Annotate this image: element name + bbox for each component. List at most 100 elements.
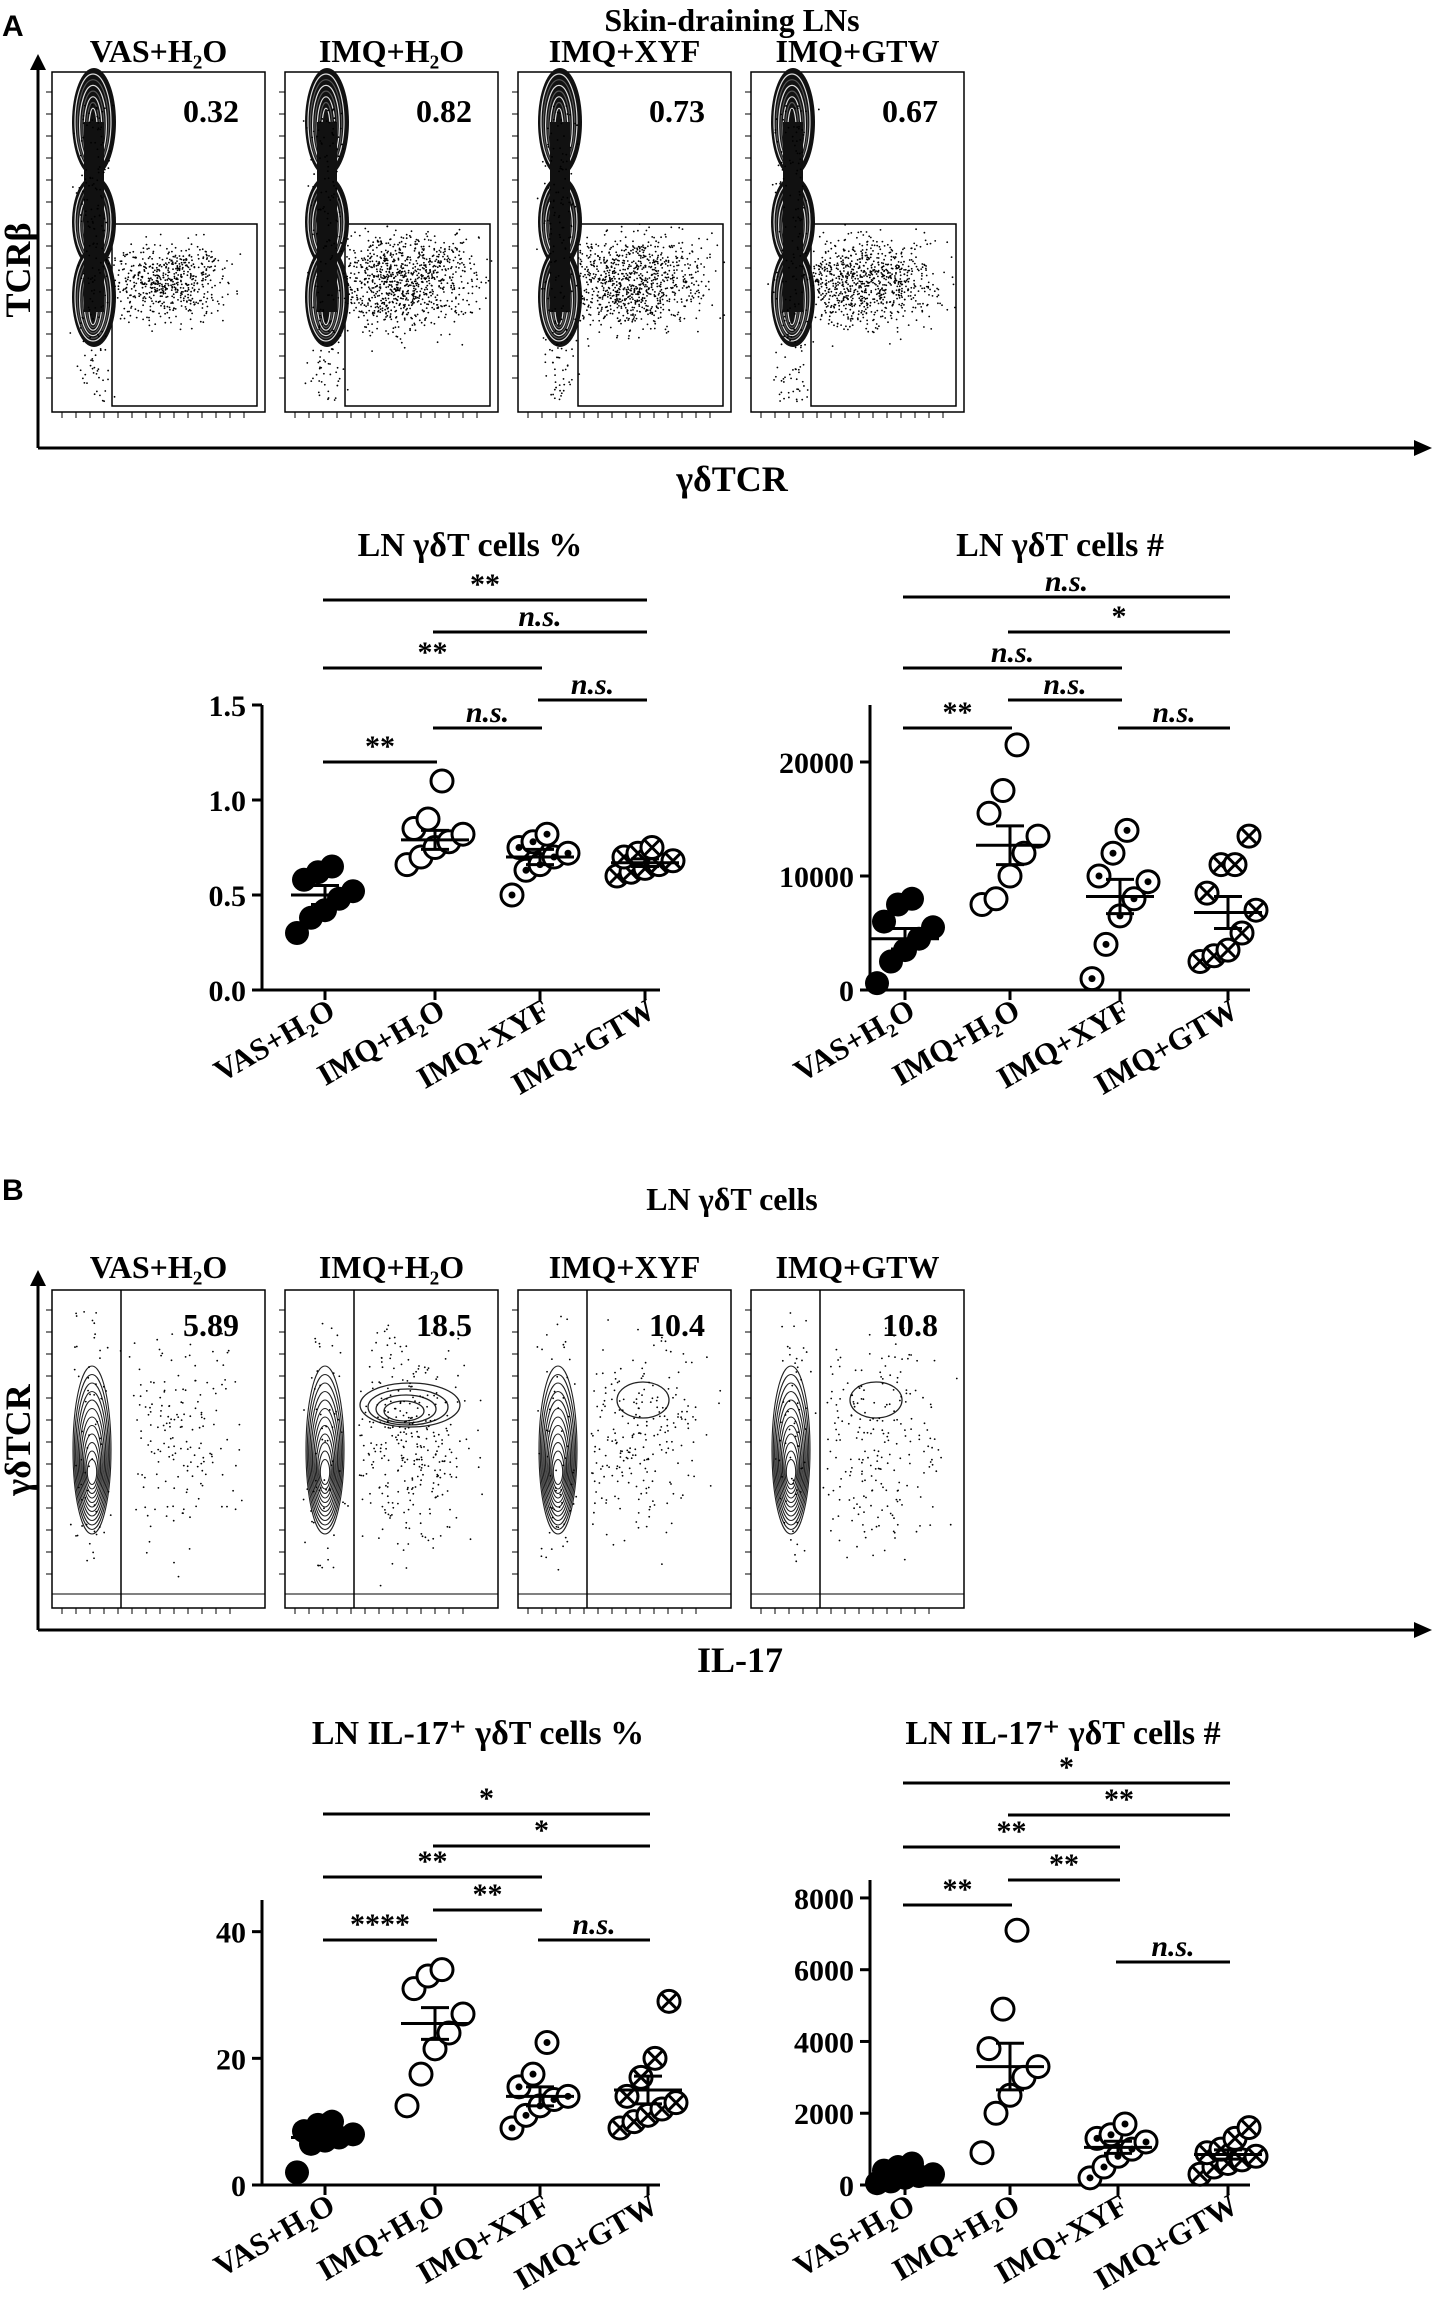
event-dot [910,286,913,289]
event-dot [670,313,673,316]
event-dot [548,1531,551,1534]
event-dot [833,274,835,277]
contour [319,1458,331,1486]
event-dot [387,1501,390,1504]
event-dot [104,294,107,297]
event-dot [393,1367,395,1370]
event-dot [321,1427,324,1430]
event-dot [884,306,887,309]
event-dot [589,254,592,256]
event-dot [379,1447,382,1450]
event-dot [428,257,431,260]
event-dot [664,276,667,279]
event-dot [620,305,623,308]
event-dot [820,283,822,285]
event-dot [620,307,623,309]
event-dot [71,186,74,188]
event-dot [92,281,94,283]
event-dot [866,319,868,322]
event-dot [159,295,162,298]
event-dot [795,398,798,401]
event-dot [79,369,82,372]
event-dot [659,283,662,286]
event-dot [778,393,781,396]
event-dot [674,315,676,317]
event-dot [910,252,913,255]
event-dot [440,260,442,262]
event-dot [817,281,820,284]
event-dot [598,331,601,333]
event-dot [418,1401,421,1404]
positive-population [359,1382,461,1428]
event-dot [443,248,446,251]
event-dot [830,306,832,309]
event-dot [165,266,167,269]
event-dot [688,252,691,255]
event-dot [415,1415,418,1418]
event-dot [847,318,849,320]
event-dot [369,1502,372,1504]
event-dot [79,214,82,216]
event-dot [673,269,675,272]
event-dot [647,287,650,289]
event-dot [555,343,558,346]
event-dot [830,247,833,250]
event-dot [804,343,806,346]
event-dot [450,266,453,268]
event-dot [603,256,605,259]
event-dot [651,254,654,257]
contour [80,1416,104,1508]
event-dot [615,293,618,296]
event-dot [391,1434,394,1437]
event-dot [159,277,162,279]
event-dot [385,316,387,318]
event-dot [629,295,631,297]
event-dot [332,348,334,351]
event-dot [197,266,200,269]
event-dot [95,1311,98,1314]
event-dot [884,254,887,257]
event-dot [632,248,634,251]
event-dot [405,1433,408,1435]
event-dot [172,283,174,286]
event-dot [159,315,162,318]
event-dot [552,206,554,209]
event-dot [858,266,861,269]
event-dot [848,274,850,276]
event-dot [143,269,146,271]
event-dot [176,283,179,286]
event-dot [423,301,426,304]
flow-b-xlabel: IL-17 [697,1640,783,1680]
event-dot [664,233,667,236]
event-dot [628,263,631,266]
event-dot [176,267,179,270]
event-dot [838,282,841,284]
event-dot [844,238,847,241]
event-dot [154,323,157,326]
event-dot [877,292,880,295]
event-dot [662,292,665,294]
event-dot [76,1534,79,1537]
event-dot [310,158,313,161]
event-dot [204,273,207,275]
event-dot [381,301,384,304]
event-dot [656,299,659,302]
event-dot [627,291,630,294]
event-dot [434,1453,437,1456]
event-dot [360,282,363,285]
event-dot [182,1464,185,1467]
event-dot [830,268,833,271]
event-dot [319,319,321,322]
event-dot [831,295,834,298]
event-dot [479,1456,482,1459]
event-dot [688,295,690,297]
event-dot [569,146,572,149]
event-dot [147,277,150,280]
flow-a-ylabel: TCRβ [0,223,38,318]
event-dot [336,1334,339,1337]
event-dot [719,317,722,319]
event-dot [851,324,854,326]
event-dot [422,310,425,313]
event-dot [796,246,799,249]
event-dot [448,248,451,251]
